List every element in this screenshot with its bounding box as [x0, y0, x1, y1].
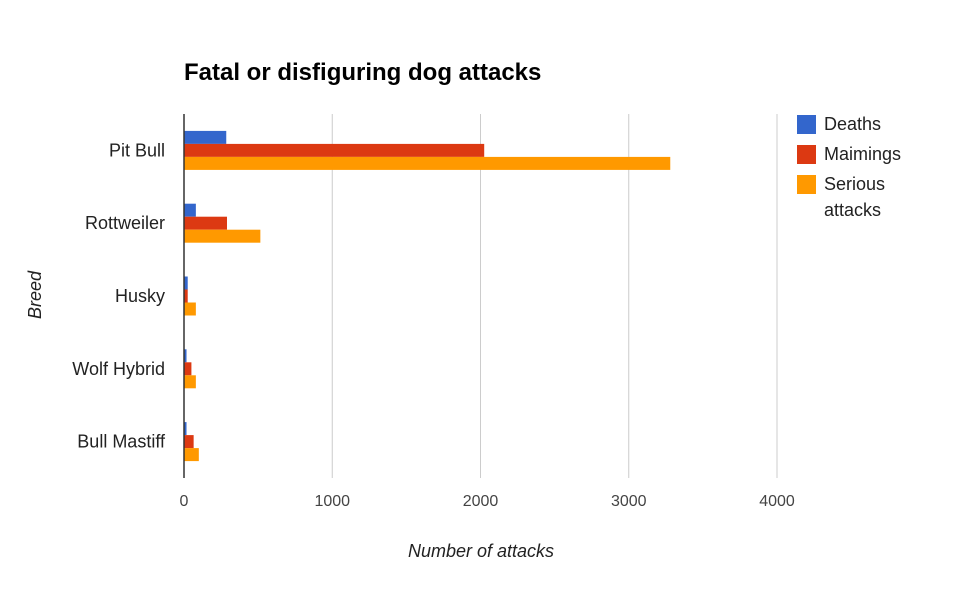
bar	[184, 435, 194, 449]
bar	[184, 229, 261, 243]
bar	[184, 143, 485, 157]
legend-swatch	[797, 175, 816, 194]
category-label: Husky	[115, 286, 165, 306]
bar	[184, 349, 187, 363]
bar	[184, 422, 187, 436]
legend: Deaths Maimings Serious attacks	[797, 114, 901, 220]
bar	[184, 216, 227, 230]
legend-swatch	[797, 145, 816, 164]
x-tick-label: 1000	[314, 493, 350, 510]
category-label: Rottweiler	[85, 213, 165, 233]
legend-label: Maimings	[824, 144, 901, 164]
y-axis-title: Breed	[25, 270, 45, 319]
bar	[184, 375, 196, 389]
bar	[184, 276, 188, 290]
legend-label: Deaths	[824, 114, 881, 134]
bar	[184, 289, 188, 303]
x-tick-label: 4000	[759, 493, 795, 510]
legend-label: Serious attacks	[824, 174, 885, 220]
x-tick-label: 0	[180, 493, 189, 510]
x-axis-title: Number of attacks	[408, 541, 554, 561]
bar	[184, 362, 192, 376]
chart-title: Fatal or disfiguring dog attacks	[184, 59, 541, 86]
bar	[184, 448, 199, 462]
axis-labels: 0 1000 2000 3000 4000 Pit Bull Rottweiler Husky…	[72, 140, 795, 510]
legend-swatch	[797, 115, 816, 134]
bar	[184, 302, 196, 316]
x-tick-label: 2000	[463, 493, 499, 510]
bar	[184, 130, 227, 144]
bar	[184, 203, 196, 217]
category-label: Bull Mastiff	[77, 432, 166, 452]
bars	[184, 130, 671, 462]
x-tick-label: 3000	[611, 493, 647, 510]
gridlines	[331, 114, 778, 478]
category-label: Wolf Hybrid	[72, 359, 165, 379]
category-label: Pit Bull	[109, 140, 165, 160]
bar	[184, 156, 671, 170]
